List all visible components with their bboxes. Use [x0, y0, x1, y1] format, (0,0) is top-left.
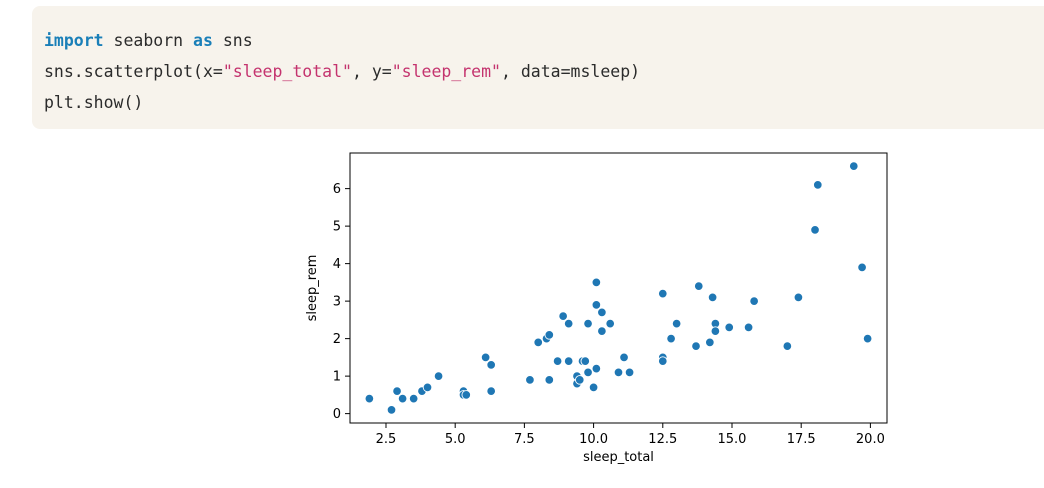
scatter-point: [857, 262, 867, 273]
scatter-point: [597, 326, 607, 336]
scatter-point: [591, 363, 602, 374]
call-mid: , y=: [351, 62, 392, 81]
y-tick-label: 4: [333, 257, 341, 272]
call-end: , data=msleep): [500, 62, 641, 81]
scatter-point: [392, 386, 402, 396]
scatter-point: [724, 322, 734, 333]
scatter-point: [533, 337, 543, 348]
scatter-point: [544, 375, 555, 385]
x-tick-label: 2.5: [376, 432, 397, 447]
scatter-point: [813, 180, 823, 190]
x-tick-label: 12.5: [648, 432, 677, 447]
scatter-point: [583, 318, 593, 329]
x-tick-label: 20.0: [856, 432, 885, 447]
scatter-point: [613, 367, 624, 378]
scatter-point: [862, 333, 873, 344]
scatter-point: [552, 356, 563, 366]
string-y-column: "sleep_rem": [391, 62, 501, 81]
scatter-point: [707, 292, 718, 303]
y-tick-label: 3: [333, 295, 341, 310]
keyword-import: import: [44, 31, 104, 50]
scatter-point: [694, 281, 704, 291]
y-tick-label: 0: [333, 407, 341, 422]
y-tick-label: 6: [333, 182, 341, 197]
y-tick-label: 2: [333, 332, 341, 347]
x-tick-label: 7.5: [514, 432, 535, 447]
scatter-point: [658, 288, 668, 299]
scatter-point: [588, 382, 599, 393]
code-cell[interactable]: import seaborn as sns sns.scatterplot(x=…: [32, 6, 1044, 129]
scatter-point: [486, 360, 496, 370]
scatter-point: [525, 375, 535, 385]
x-tick-label: 5.0: [445, 432, 466, 447]
plot-frame: [349, 152, 888, 424]
scatter-figure: 2.5 5.0 7.5 10.0 12.5 15.0 17.5 20.0 0 1 2 3 4 5 6 sl…: [296, 145, 896, 480]
scatter-point: [591, 277, 602, 288]
scatter-point: [574, 375, 585, 385]
code-line-2: sns.scatterplot(x="sleep_total", y="slee…: [44, 56, 1044, 87]
scatter-point: [810, 225, 820, 235]
x-ticks: 2.5 5.0 7.5 10.0 12.5 15.0 17.5 20.0: [376, 423, 885, 447]
scatter-point: [597, 307, 607, 318]
scatter-point: [619, 352, 629, 363]
scatter-point: [624, 367, 635, 378]
scatter-point: [544, 330, 555, 340]
scatter-point: [671, 318, 682, 329]
scatter-chart: 2.5 5.0 7.5 10.0 12.5 15.0 17.5 20.0 0 1 2 3 4 5 6 sl…: [305, 152, 888, 465]
x-tick-label: 17.5: [787, 432, 816, 447]
keyword-as: as: [193, 31, 213, 50]
scatter-point: [486, 386, 496, 396]
scatter-point: [666, 333, 676, 344]
scatter-point: [583, 367, 593, 378]
scatter-point: [691, 341, 701, 351]
y-axis-label: sleep_rem: [305, 255, 320, 322]
scatter-point: [563, 356, 574, 366]
scatter-point: [605, 318, 615, 329]
string-x-column: "sleep_total": [222, 62, 352, 81]
scatter-point: [782, 341, 793, 351]
scatter-point: [563, 318, 574, 329]
scatter-point: [749, 296, 759, 306]
x-tick-label: 10.0: [579, 432, 608, 447]
module-name: seaborn: [103, 31, 194, 50]
scatter-point: [408, 393, 419, 404]
scatter-point: [364, 393, 375, 404]
scatter-point: [386, 405, 397, 415]
scatter-point: [710, 326, 721, 336]
x-tick-label: 15.0: [718, 432, 747, 447]
scatter-point: [743, 322, 754, 333]
scatter-points: [364, 161, 873, 415]
y-tick-label: 5: [333, 220, 341, 235]
call-start: sns.scatterplot(x=: [44, 62, 223, 81]
scatter-point: [558, 311, 568, 321]
scatter-point: [480, 352, 491, 363]
scatter-point: [461, 390, 472, 400]
scatter-point: [658, 356, 668, 366]
scatter-point: [849, 161, 859, 171]
y-tick-label: 1: [333, 370, 341, 385]
scatter-point: [580, 356, 591, 366]
scatter-point: [705, 337, 715, 348]
alias-name: sns: [212, 31, 253, 50]
code-line-3: plt.show(): [44, 93, 144, 112]
scatter-point: [397, 393, 408, 404]
scatter-point: [422, 382, 433, 393]
scatter-point: [591, 300, 602, 310]
scatter-point: [433, 371, 444, 381]
scatter-point: [793, 292, 804, 303]
y-ticks: 0 1 2 3 4 5 6: [333, 182, 350, 422]
x-axis-label: sleep_total: [583, 450, 654, 465]
code-line-1: import seaborn as sns: [44, 25, 1044, 56]
